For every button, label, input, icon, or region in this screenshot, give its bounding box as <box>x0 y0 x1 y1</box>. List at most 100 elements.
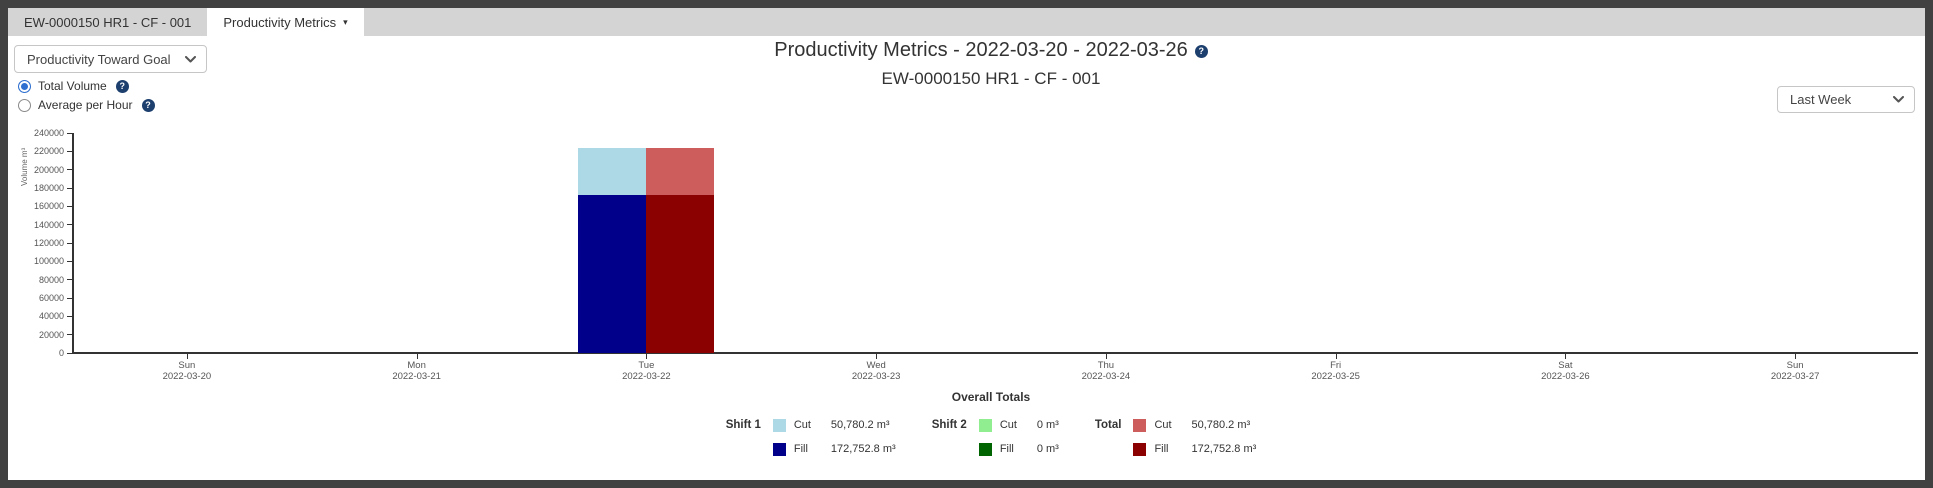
x-tick-mark <box>1335 354 1337 359</box>
bar-segment-shift-1-cut[interactable] <box>578 148 647 195</box>
y-tick-mark <box>67 187 73 189</box>
date-range-select[interactable]: Last Week <box>1777 86 1915 113</box>
y-tick-mark <box>67 297 73 299</box>
x-tick-label: Sat 2022-03-26 <box>1505 360 1625 382</box>
legend-group-label: Shift 2 <box>931 419 967 431</box>
page-title: Productivity Metrics - 2022-03-20 - 2022… <box>72 39 1910 62</box>
y-tick-label: 20000 <box>38 329 64 340</box>
y-tick-mark <box>67 169 73 171</box>
x-tick-day: Sat <box>1558 360 1573 371</box>
y-tick-label: 140000 <box>33 219 64 230</box>
legend-group-total: Total Cut 50,780.2 m³ Fill 172,752.8 m³ <box>1095 418 1256 456</box>
y-tick-mark <box>67 150 73 152</box>
y-tick-mark <box>67 132 73 134</box>
y-tick-label: 180000 <box>33 183 64 193</box>
y-tick-label: 60000 <box>38 293 64 303</box>
chevron-down-icon <box>1893 96 1904 103</box>
tab-productivity-metrics-label: Productivity Metrics <box>223 14 337 30</box>
page-title-text: Productivity Metrics - 2022-03-20 - 2022… <box>774 39 1188 61</box>
legend-swatch-icon <box>772 442 786 456</box>
legend-group-label: Shift 1 <box>725 419 761 431</box>
legend-series-value: 50,780.2 m³ <box>1191 419 1251 431</box>
radio-checked-icon[interactable] <box>18 79 31 93</box>
y-tick-label: 200000 <box>33 164 64 175</box>
legend-swatch-icon <box>978 418 992 432</box>
date-range-select-value: Last Week <box>1790 92 1852 107</box>
y-tick-mark <box>67 242 73 244</box>
x-tick-day: Wed <box>866 360 886 371</box>
legend-series-name: Fill <box>793 443 808 455</box>
help-icon[interactable]: ? <box>115 79 129 93</box>
x-tick-date: 2022-03-27 <box>1770 371 1820 382</box>
legend-row: Cut 50,780.2 m³ <box>772 418 896 432</box>
x-tick-date: 2022-03-21 <box>392 371 441 382</box>
x-tick-mark <box>1565 354 1567 359</box>
bar-segment-shift-1-fill[interactable] <box>578 194 647 353</box>
bar-segment-total-fill[interactable] <box>646 194 715 353</box>
legend-swatch-icon <box>1133 442 1147 456</box>
tab-site-label: EW-0000150 HR1 - CF - 001 <box>24 14 192 30</box>
y-tick-label: 120000 <box>33 238 64 248</box>
legend-group-rows: Cut 50,780.2 m³ Fill 172,752.8 m³ <box>1133 418 1256 456</box>
chart-header: Productivity Metrics - 2022-03-20 - 2022… <box>72 39 1910 89</box>
tab-productivity-metrics[interactable]: Productivity Metrics ▾ <box>207 8 364 36</box>
x-tick-mark <box>876 354 878 359</box>
legend-group-label: Total <box>1094 419 1122 431</box>
legend-series-name: Cut <box>999 419 1017 431</box>
help-icon[interactable]: ? <box>141 98 155 112</box>
radio-option-0[interactable]: Total Volume? <box>18 78 155 94</box>
y-tick-mark <box>67 334 73 336</box>
radio-unchecked-icon[interactable] <box>18 98 31 112</box>
legend-row: Fill 172,752.8 m³ <box>1133 442 1256 456</box>
x-tick-date: 2022-03-26 <box>1541 371 1590 382</box>
radio-option-1[interactable]: Average per Hour? <box>18 97 155 113</box>
chart-legend: Overall Totals Shift 1 Cut 50,780.2 m³ Fill… <box>72 390 1910 456</box>
x-tick-mark <box>416 354 418 359</box>
x-tick-day: Thu <box>1097 360 1115 371</box>
legend-swatch-icon <box>1133 418 1147 432</box>
legend-swatch-icon <box>978 442 992 456</box>
y-tick-label: 240000 <box>33 128 64 138</box>
x-tick-day: Sun <box>1786 360 1804 371</box>
x-tick-mark <box>646 354 648 359</box>
y-tick-mark <box>67 352 73 354</box>
y-tick-label: 0 <box>58 348 64 358</box>
x-tick-day: Sun <box>178 360 196 371</box>
y-tick-mark <box>67 279 73 281</box>
radio-label: Average per Hour <box>38 98 133 112</box>
legend-series-name: Cut <box>793 419 811 431</box>
legend-title: Overall Totals <box>951 390 1031 404</box>
y-tick-label: 160000 <box>33 201 64 212</box>
x-tick-mark <box>186 354 188 359</box>
chevron-down-icon <box>185 55 196 63</box>
legend-row: Cut 0 m³ <box>978 418 1059 432</box>
legend-series-name: Cut <box>1154 419 1172 431</box>
x-tick-label: Wed 2022-03-23 <box>816 360 936 382</box>
productivity-bar-chart: Volume m³ 0 20000 40000 60000 80000 100000 120… <box>8 8 1925 480</box>
y-tick-mark <box>67 205 73 207</box>
help-icon[interactable]: ? <box>1194 44 1208 58</box>
legend-swatch-icon <box>772 418 786 432</box>
x-tick-label: Fri 2022-03-25 <box>1276 360 1396 382</box>
y-tick-label: 80000 <box>38 274 64 285</box>
y-tick-mark <box>67 260 73 262</box>
x-tick-label: Thu 2022-03-24 <box>1046 360 1166 382</box>
x-axis-line <box>72 352 1918 354</box>
x-tick-day: Mon <box>407 360 426 371</box>
page-content: EW-0000150 HR1 - CF - 001 Productivity M… <box>8 8 1925 480</box>
chevron-down-icon: ▾ <box>343 16 348 27</box>
x-tick-mark <box>1795 354 1797 359</box>
legend-series-value: 172,752.8 m³ <box>830 443 896 455</box>
volume-mode-radios: Total Volume? Average per Hour? <box>18 78 155 116</box>
legend-group-rows: Cut 50,780.2 m³ Fill 172,752.8 m³ <box>772 418 896 456</box>
x-tick-label: Sun 2022-03-27 <box>1735 360 1855 382</box>
legend-row: Cut 50,780.2 m³ <box>1133 418 1256 432</box>
x-tick-label: Sun 2022-03-20 <box>127 360 247 382</box>
radio-label: Total Volume <box>38 79 107 93</box>
y-tick-label: 40000 <box>38 311 64 322</box>
metric-select[interactable]: Productivity Toward Goal <box>14 45 207 73</box>
y-tick-mark <box>67 224 73 226</box>
x-tick-label: Mon 2022-03-21 <box>357 360 477 382</box>
tab-site[interactable]: EW-0000150 HR1 - CF - 001 <box>8 8 207 36</box>
bar-segment-total-cut[interactable] <box>646 148 715 195</box>
